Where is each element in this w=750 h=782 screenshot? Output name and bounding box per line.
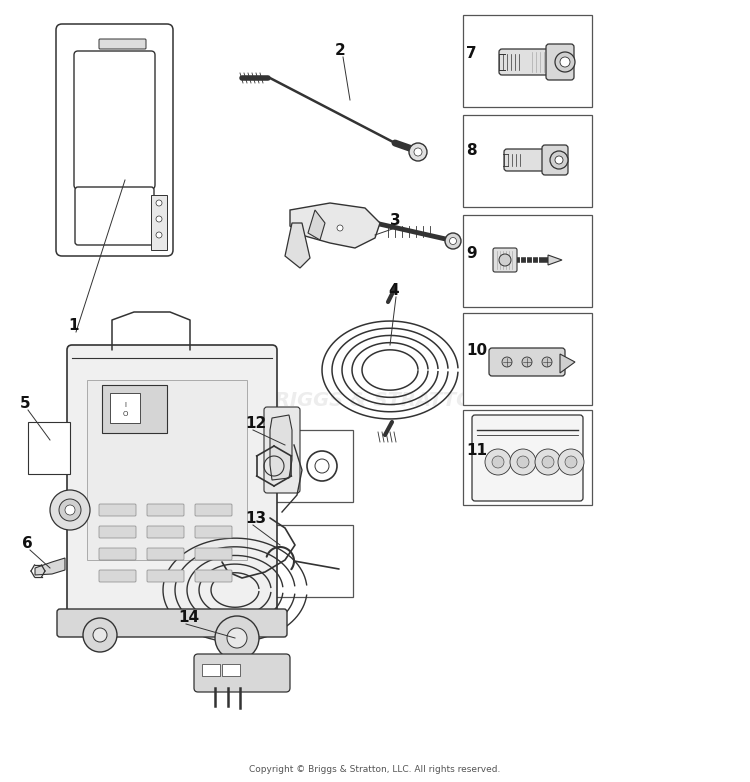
FancyBboxPatch shape bbox=[75, 187, 154, 245]
Circle shape bbox=[156, 200, 162, 206]
FancyBboxPatch shape bbox=[493, 248, 517, 272]
Circle shape bbox=[502, 357, 512, 367]
Text: Copyright © Briggs & Stratton, LLC. All rights reserved.: Copyright © Briggs & Stratton, LLC. All … bbox=[249, 766, 501, 774]
Bar bbox=[202, 664, 220, 676]
Polygon shape bbox=[270, 415, 292, 480]
Circle shape bbox=[156, 216, 162, 222]
Polygon shape bbox=[308, 210, 325, 240]
Text: 3: 3 bbox=[390, 213, 400, 228]
Bar bbox=[463, 215, 592, 307]
Text: 12: 12 bbox=[245, 416, 266, 431]
Bar bbox=[151, 195, 167, 250]
FancyBboxPatch shape bbox=[99, 570, 136, 582]
FancyBboxPatch shape bbox=[195, 526, 232, 538]
FancyBboxPatch shape bbox=[99, 39, 146, 49]
Circle shape bbox=[558, 449, 584, 475]
Circle shape bbox=[414, 148, 422, 156]
Circle shape bbox=[542, 456, 554, 468]
Text: 10: 10 bbox=[466, 343, 488, 358]
Polygon shape bbox=[285, 223, 310, 268]
Bar bbox=[463, 15, 592, 107]
Text: 6: 6 bbox=[22, 536, 33, 551]
Circle shape bbox=[485, 449, 511, 475]
Text: 4: 4 bbox=[388, 283, 399, 298]
FancyBboxPatch shape bbox=[194, 654, 290, 692]
FancyBboxPatch shape bbox=[147, 526, 184, 538]
Bar bbox=[28, 422, 70, 474]
Polygon shape bbox=[290, 203, 380, 248]
FancyBboxPatch shape bbox=[147, 548, 184, 560]
Bar bbox=[463, 313, 592, 405]
FancyBboxPatch shape bbox=[195, 548, 232, 560]
FancyBboxPatch shape bbox=[147, 504, 184, 516]
Text: 7: 7 bbox=[466, 46, 477, 61]
Circle shape bbox=[409, 143, 427, 161]
FancyBboxPatch shape bbox=[472, 415, 583, 501]
Text: 13: 13 bbox=[245, 511, 266, 526]
Bar bbox=[463, 410, 592, 505]
Circle shape bbox=[93, 628, 107, 642]
Circle shape bbox=[50, 490, 90, 530]
FancyBboxPatch shape bbox=[546, 44, 574, 80]
Bar bbox=[87, 380, 247, 560]
FancyBboxPatch shape bbox=[195, 570, 232, 582]
Circle shape bbox=[565, 456, 577, 468]
Circle shape bbox=[517, 456, 529, 468]
Bar bbox=[242, 430, 353, 502]
Bar bbox=[110, 393, 140, 423]
Polygon shape bbox=[548, 255, 562, 265]
Bar bbox=[463, 115, 592, 207]
Circle shape bbox=[560, 57, 570, 67]
Polygon shape bbox=[35, 558, 65, 575]
Text: 14: 14 bbox=[178, 610, 200, 625]
Circle shape bbox=[492, 456, 504, 468]
Text: 5: 5 bbox=[20, 396, 31, 411]
FancyBboxPatch shape bbox=[56, 24, 173, 256]
FancyBboxPatch shape bbox=[99, 504, 136, 516]
Text: 2: 2 bbox=[335, 43, 346, 58]
Bar bbox=[102, 385, 167, 433]
Circle shape bbox=[83, 618, 117, 652]
FancyBboxPatch shape bbox=[542, 145, 568, 175]
FancyBboxPatch shape bbox=[67, 345, 277, 635]
Text: 8: 8 bbox=[466, 143, 477, 158]
FancyBboxPatch shape bbox=[74, 51, 155, 189]
FancyBboxPatch shape bbox=[99, 548, 136, 560]
FancyBboxPatch shape bbox=[264, 407, 300, 493]
Circle shape bbox=[510, 449, 536, 475]
Circle shape bbox=[522, 357, 532, 367]
FancyBboxPatch shape bbox=[504, 149, 550, 171]
Circle shape bbox=[555, 52, 575, 72]
Circle shape bbox=[535, 449, 561, 475]
FancyBboxPatch shape bbox=[489, 348, 565, 376]
Circle shape bbox=[445, 233, 461, 249]
Circle shape bbox=[550, 151, 568, 169]
Circle shape bbox=[59, 499, 81, 521]
Bar bbox=[242, 525, 353, 597]
FancyBboxPatch shape bbox=[499, 49, 555, 75]
Circle shape bbox=[215, 616, 259, 660]
Text: O: O bbox=[122, 411, 128, 417]
Circle shape bbox=[499, 254, 511, 266]
Text: 11: 11 bbox=[466, 443, 487, 458]
Bar bbox=[222, 664, 240, 676]
Polygon shape bbox=[560, 354, 575, 373]
FancyBboxPatch shape bbox=[99, 526, 136, 538]
Text: BRIGGS & STRATTON: BRIGGS & STRATTON bbox=[260, 390, 490, 410]
FancyBboxPatch shape bbox=[195, 504, 232, 516]
Circle shape bbox=[156, 232, 162, 238]
FancyBboxPatch shape bbox=[147, 570, 184, 582]
Circle shape bbox=[65, 505, 75, 515]
Text: 9: 9 bbox=[466, 246, 477, 261]
Circle shape bbox=[449, 238, 457, 245]
Text: 1: 1 bbox=[68, 318, 79, 333]
Circle shape bbox=[337, 225, 343, 231]
FancyBboxPatch shape bbox=[57, 609, 287, 637]
Circle shape bbox=[555, 156, 563, 164]
Circle shape bbox=[227, 628, 247, 648]
Text: I: I bbox=[124, 402, 126, 408]
Circle shape bbox=[542, 357, 552, 367]
